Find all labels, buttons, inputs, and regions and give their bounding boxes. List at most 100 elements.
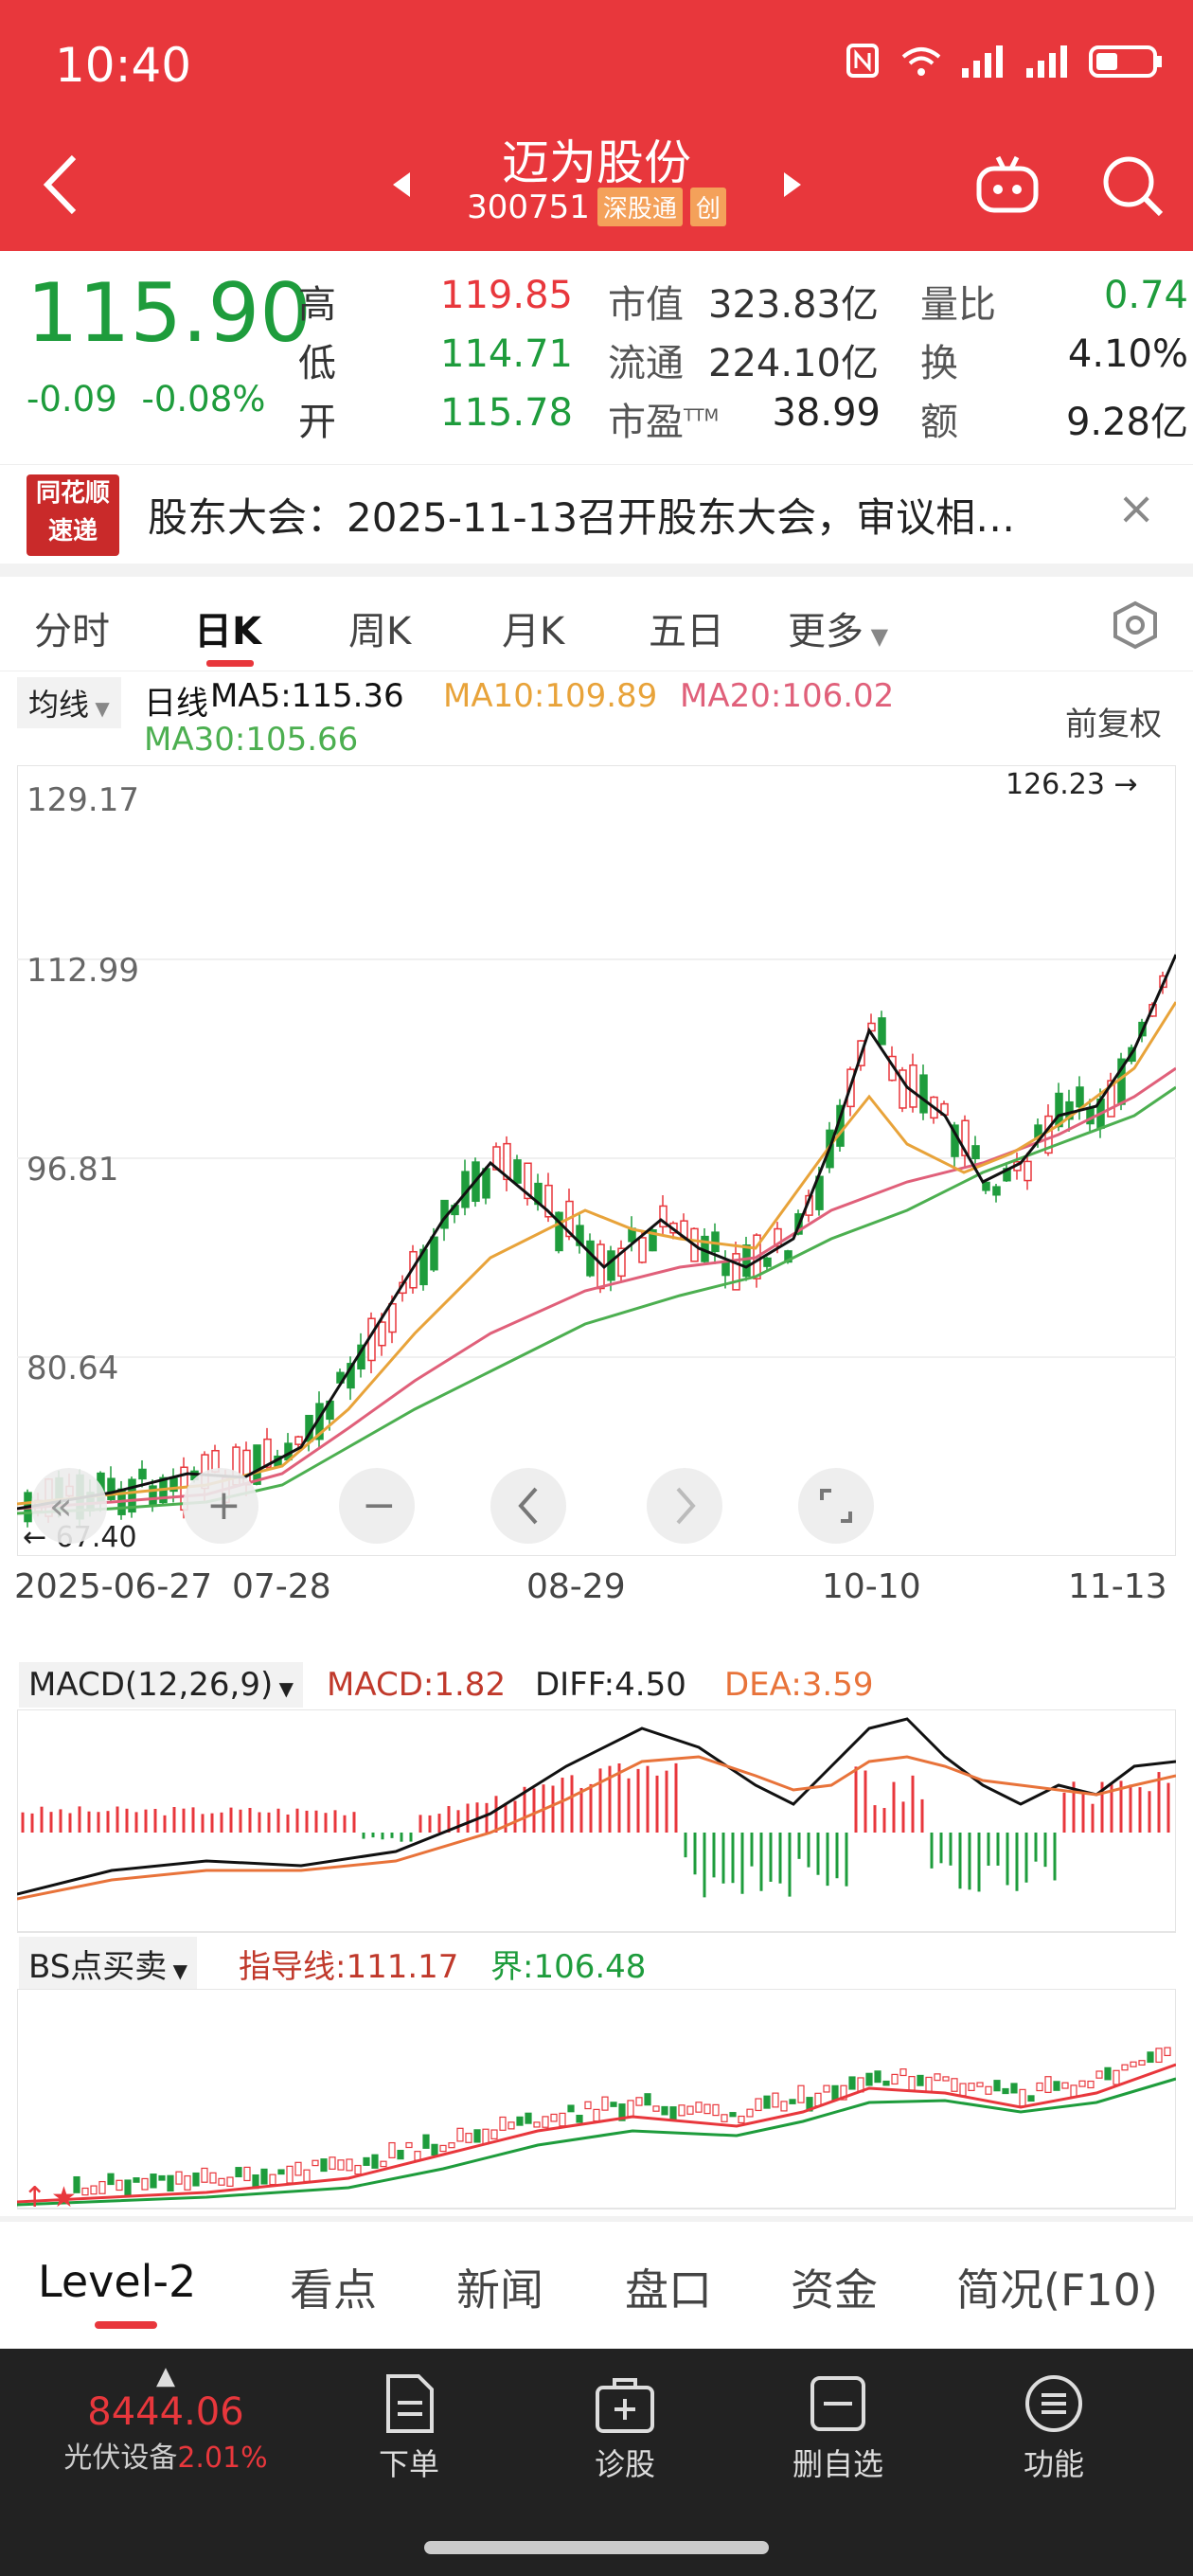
bs-candle (516, 2116, 524, 2126)
tab-funds[interactable]: 资金 (791, 2264, 878, 2316)
value-open: 115.78 (440, 391, 573, 435)
ma30-value: MA30:105.66 (144, 721, 359, 759)
tab-more[interactable]: 更多 ▼ (788, 600, 888, 655)
stock-name: 迈为股份 (502, 135, 691, 190)
bs-candle (243, 2166, 251, 2182)
y-label-2: 112.99 (27, 952, 139, 990)
bs-candle (201, 2167, 208, 2183)
assistant-robot-icon[interactable] (973, 152, 1042, 220)
nav-functions[interactable]: 功能 (978, 2372, 1130, 2484)
status-clock: 10:40 (55, 38, 192, 93)
document-icon (386, 2374, 434, 2433)
nav-diagnose-label: 诊股 (594, 2446, 655, 2482)
tab-five-day[interactable]: 五日 (649, 610, 724, 653)
diff-line (17, 1717, 1176, 1896)
index-name: 光伏设备 (63, 2442, 178, 2475)
candle-body (1065, 1100, 1074, 1120)
fullscreen-button[interactable] (798, 1468, 874, 1544)
candle-body (721, 1261, 730, 1277)
label-pe-text: 市盈 (608, 401, 684, 444)
nav-remove-watch[interactable]: 删自选 (762, 2372, 914, 2484)
label-turnover: 换 (920, 342, 958, 385)
search-icon[interactable] (1098, 152, 1166, 220)
zoom-in-button[interactable] (183, 1468, 258, 1544)
tab-weekly-k[interactable]: 周K (348, 610, 412, 653)
index-value: 8444.06 (87, 2390, 244, 2434)
remove-box-icon (810, 2376, 865, 2431)
bs-candle (1070, 2084, 1077, 2098)
wifi-icon (901, 47, 941, 76)
board-badge: 创 (689, 188, 726, 226)
bs-selector-button[interactable]: BS点买卖 ▼ (19, 1937, 198, 1991)
candle-body (253, 1444, 261, 1485)
tab-f10[interactable]: 简况(F10) (956, 2264, 1158, 2316)
tab-daily-k[interactable]: 日K (194, 610, 261, 653)
candle-body (347, 1363, 355, 1389)
bs-candle (738, 2115, 745, 2124)
tab-news[interactable]: 新闻 (456, 2264, 543, 2316)
news-headline[interactable]: 股东大会：2025-11-13召开股东大会，审议相… (148, 494, 1016, 541)
index-ticker[interactable]: ▲ 8444.06 光伏设备2.01% (38, 2362, 294, 2476)
bs-candle (542, 2116, 549, 2128)
ma-selector-button[interactable]: 均线 ▼ (17, 677, 121, 728)
news-ticker[interactable]: 同花顺 速递 股东大会：2025-11-13召开股东大会，审议相… × (0, 464, 1193, 564)
bs-candle (848, 2076, 856, 2090)
bs-candle (371, 2154, 379, 2169)
nav-diagnose[interactable]: 诊股 (549, 2372, 701, 2484)
candle-body (763, 1257, 772, 1267)
bs-chart: ↑ ★ (17, 1989, 1176, 2211)
scroll-right-button[interactable] (647, 1468, 722, 1544)
close-icon[interactable]: × (1117, 482, 1156, 535)
tab-highlights[interactable]: 看点 (290, 2264, 377, 2316)
tab-monthly-k[interactable]: 月K (502, 610, 565, 653)
candle-body (867, 1022, 876, 1032)
bs-selector-label: BS点买卖 (28, 1948, 168, 1986)
candle-body (617, 1247, 626, 1278)
candle-body (992, 1186, 1001, 1196)
bs-candle (721, 2114, 728, 2122)
bs-candle (1121, 2064, 1129, 2071)
value-low: 114.71 (440, 332, 573, 376)
bs-candle (908, 2076, 916, 2091)
candle-body (107, 1477, 116, 1500)
bs-candle (294, 2161, 302, 2176)
prev-stock-icon[interactable] (391, 170, 412, 199)
tab-level2[interactable]: Level-2 (38, 2256, 197, 2307)
bs-frame (17, 1989, 1176, 2209)
macd-legend: MACD(12,26,9) ▼ MACD:1.82 DIFF:4.50 DEA:… (19, 1662, 1193, 1714)
macd-chart (17, 1709, 1176, 1933)
next-stock-icon[interactable] (782, 170, 803, 199)
chart-controls: « + − (31, 1468, 874, 1544)
bs-candle (235, 2167, 242, 2178)
settings-hexagon-icon[interactable] (1110, 599, 1161, 651)
bs-candle (124, 2179, 132, 2195)
kline-chart[interactable]: 129.17 112.99 96.81 80.64 126.23 → ← 67.… (17, 765, 1176, 1556)
bs-candle (482, 2128, 490, 2145)
value-vol-ratio: 0.74 (1103, 274, 1188, 317)
tab-orderbook[interactable]: 盘口 (625, 2264, 712, 2316)
back-icon[interactable] (38, 152, 85, 218)
nfc-icon (846, 44, 879, 78)
tab-intraday[interactable]: 分时 (34, 610, 110, 653)
stock-code-row: 300751 深股通 创 (0, 188, 1193, 226)
candle-body (784, 1250, 792, 1263)
scroll-left-button[interactable] (490, 1468, 566, 1544)
bs-candle (133, 2177, 140, 2183)
zoom-out-button[interactable] (339, 1468, 415, 1544)
bs-candle (874, 2070, 881, 2084)
candle-body (659, 1205, 668, 1228)
bs-candle (917, 2074, 924, 2086)
news-logo: 同花顺 速递 (27, 474, 119, 556)
fullscreen-icon (820, 1489, 852, 1523)
bs-candle (661, 2105, 668, 2116)
candle-body (555, 1211, 563, 1252)
adjust-mode[interactable]: 前复权 (1065, 706, 1162, 743)
bs-candle (116, 2179, 123, 2191)
x-axis: 2025-06-27 07-28 08-29 10-10 11-13 (0, 1563, 1193, 1619)
bs-candle (405, 2141, 413, 2149)
value-mktcap: 323.83亿 (708, 283, 879, 327)
macd-selector-button[interactable]: MACD(12,26,9) ▼ (19, 1662, 303, 1708)
fast-back-button[interactable] (31, 1468, 107, 1544)
candle-body (524, 1162, 532, 1200)
nav-order[interactable]: 下单 (333, 2372, 485, 2484)
